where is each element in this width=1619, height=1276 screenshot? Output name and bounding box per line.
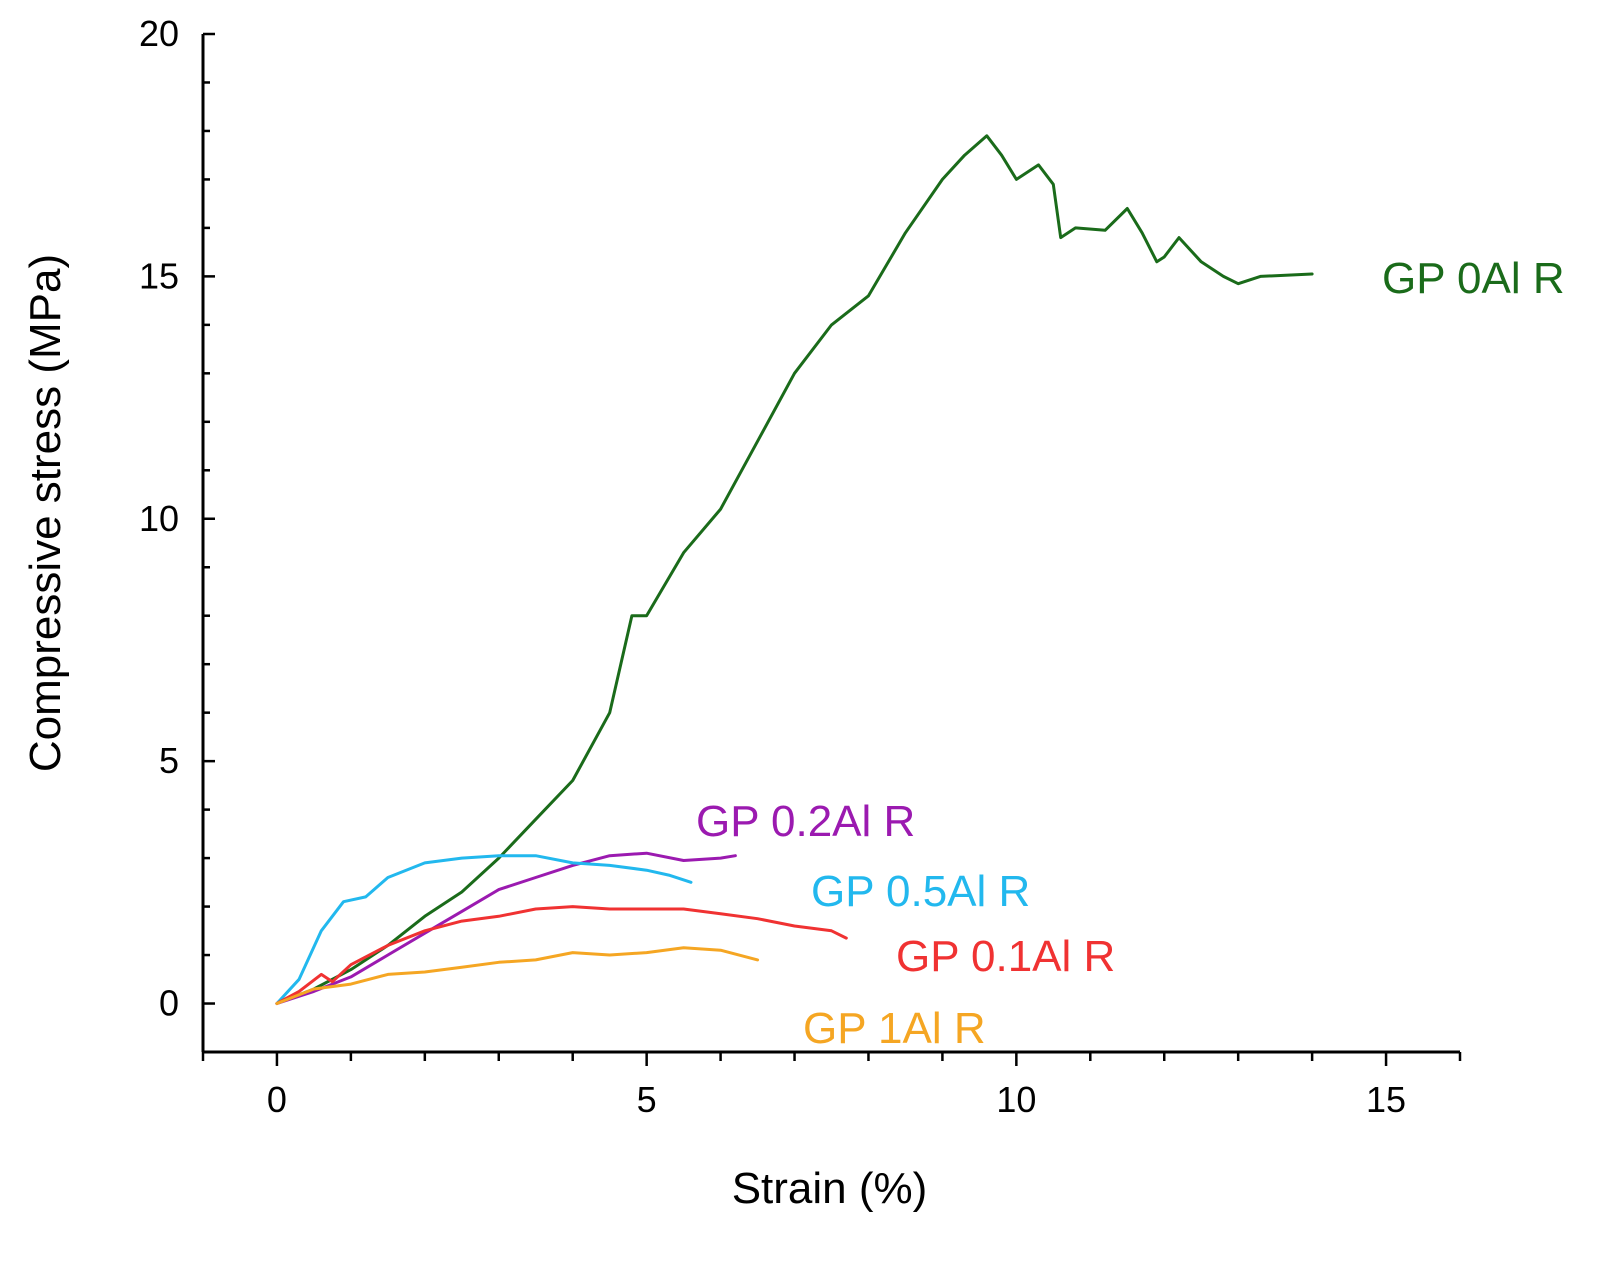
series-label-3: GP 0.1Al R xyxy=(896,932,1115,981)
y-axis-title: Compressive stress (MPa) xyxy=(21,254,70,772)
series-label-4: GP 1Al R xyxy=(803,1004,986,1053)
series-line-1 xyxy=(275,851,737,1005)
y-tick-label: 10 xyxy=(139,498,179,539)
series-line-2 xyxy=(275,854,693,1005)
y-ticks: 0 5 10 15 20 xyxy=(139,13,215,1054)
x-ticks: 0 5 10 15 xyxy=(201,1052,1462,1120)
x-tick-label: 0 xyxy=(267,1079,287,1120)
series-label-0: GP 0Al R xyxy=(1382,254,1565,303)
series-line-3 xyxy=(275,905,848,1005)
x-tick-label: 5 xyxy=(637,1079,657,1120)
y-tick-label: 5 xyxy=(159,740,179,781)
series-labels: GP 0Al R GP 0.2Al R GP 0.5Al R GP 0.1Al R GP… xyxy=(696,254,1565,1053)
x-tick-label: 10 xyxy=(996,1079,1036,1120)
x-axis-title: Strain (%) xyxy=(732,1164,928,1213)
series-label-2: GP 0.5Al R xyxy=(811,867,1030,916)
y-tick-label: 20 xyxy=(139,13,179,54)
series-line-0 xyxy=(275,134,1314,1005)
x-tick-label: 15 xyxy=(1366,1079,1406,1120)
series-lines xyxy=(275,134,1314,1005)
series-line-4 xyxy=(275,946,760,1005)
y-tick-label: 15 xyxy=(139,255,179,296)
axes xyxy=(201,34,1460,1054)
y-tick-label: 0 xyxy=(159,983,179,1024)
series-label-1: GP 0.2Al R xyxy=(696,797,915,846)
